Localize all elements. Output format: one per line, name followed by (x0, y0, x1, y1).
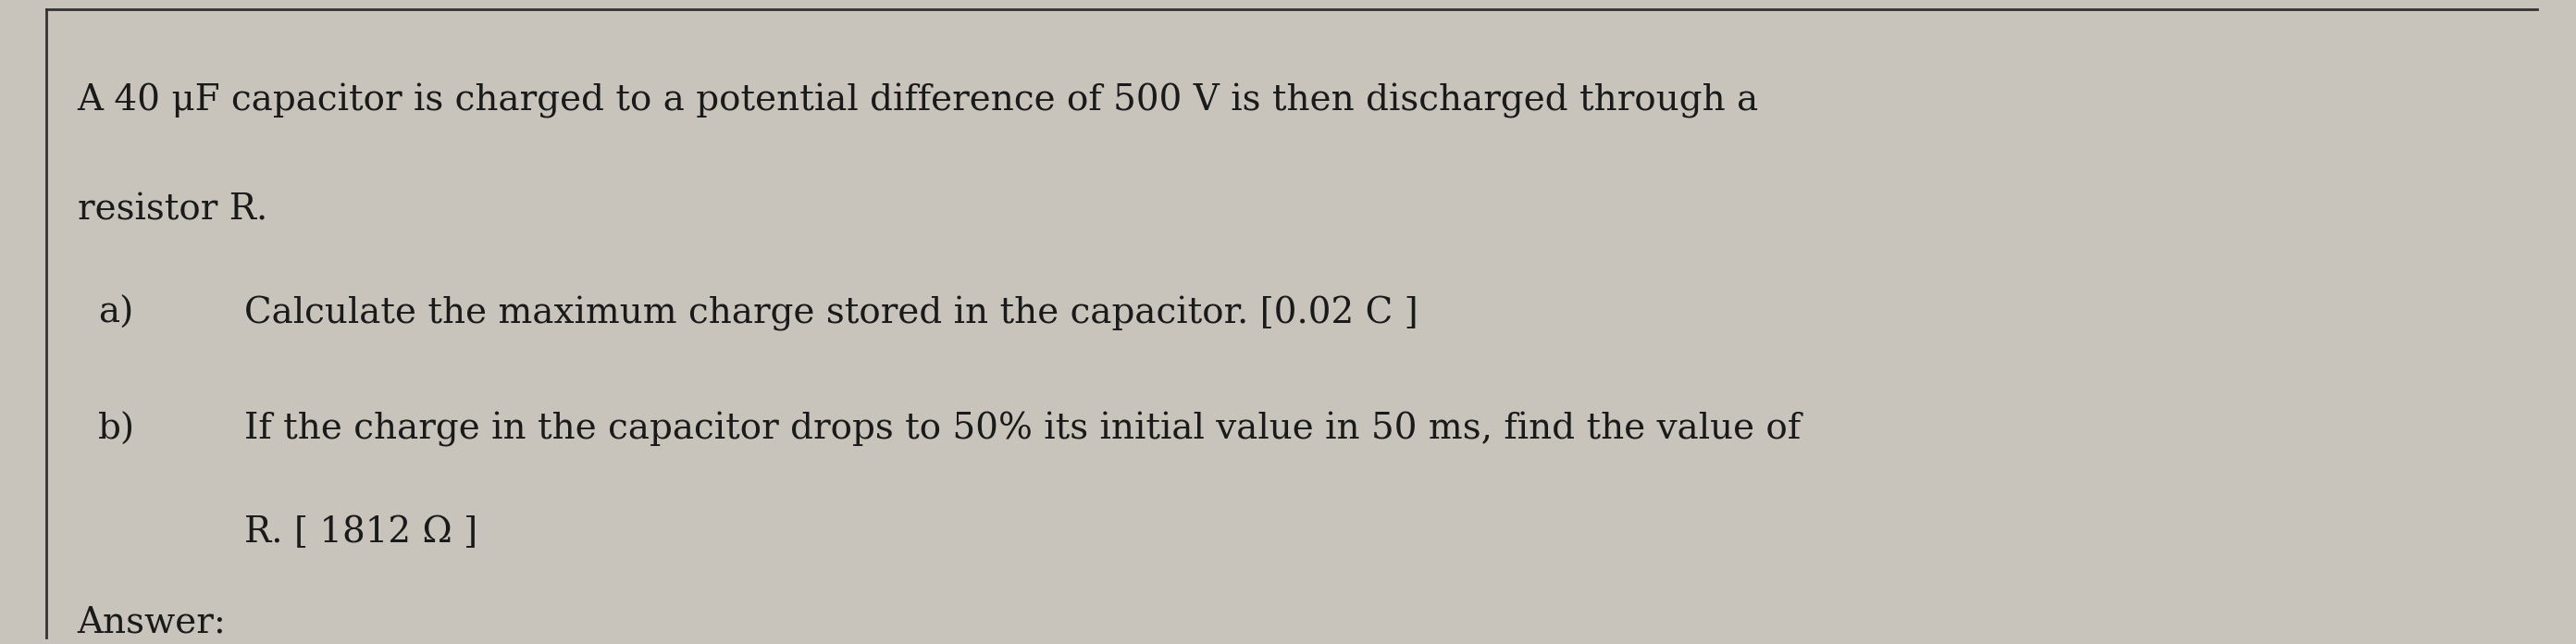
Text: Calculate the maximum charge stored in the capacitor. [0.02 C ]: Calculate the maximum charge stored in t… (245, 296, 1419, 332)
Text: A 40 μF capacitor is charged to a potential difference of 500 V is then discharg: A 40 μF capacitor is charged to a potent… (77, 84, 1759, 119)
Text: R. [ 1812 Ω ]: R. [ 1812 Ω ] (245, 515, 479, 549)
Text: Answer:: Answer: (77, 605, 227, 639)
Text: b): b) (98, 412, 134, 446)
Text: a): a) (98, 296, 134, 330)
Text: resistor R.: resistor R. (77, 193, 268, 227)
Text: If the charge in the capacitor drops to 50% its initial value in 50 ms, find the: If the charge in the capacitor drops to … (245, 412, 1801, 448)
